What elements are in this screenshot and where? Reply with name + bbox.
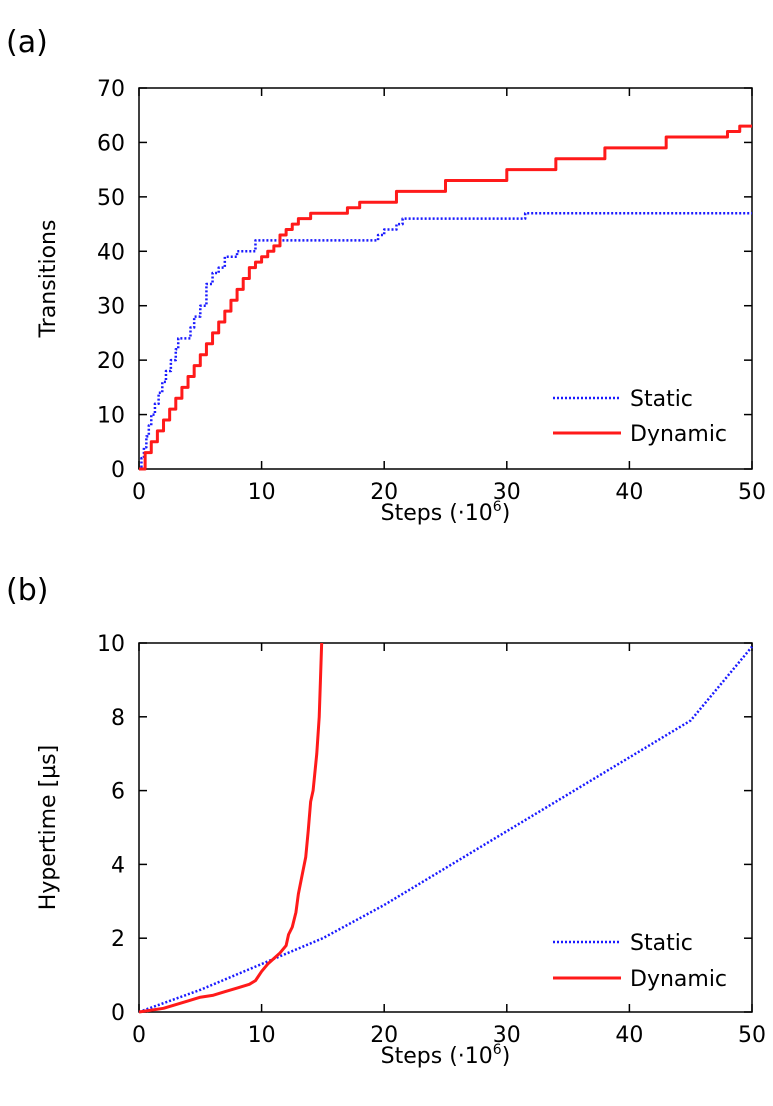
x-tick-label: 10 — [248, 1023, 276, 1048]
series-line-static — [138, 645, 753, 1014]
series-line-dynamic — [138, 642, 324, 1014]
panel-label: (b) — [6, 573, 48, 608]
x-axis-label: Steps (·106) — [381, 1042, 511, 1069]
panel-b: (b) 0 10 20 30 40 50 0 2 4 6 8 10 Steps (·106) Hyperti… — [6, 573, 766, 1069]
x-tick-label: 50 — [738, 480, 766, 505]
plot-frame — [138, 642, 753, 1013]
panel-label: (a) — [6, 25, 48, 60]
y-tick-label: 10 — [97, 632, 125, 657]
y-tick-label: 0 — [111, 458, 125, 483]
x-tick-label: 10 — [248, 480, 276, 505]
x-tick-label: 40 — [615, 480, 643, 505]
x-tick-label: 0 — [132, 480, 146, 505]
legend-label-static: Static — [630, 387, 693, 412]
y-tick-label: 4 — [111, 853, 125, 878]
y-tick-label: 60 — [97, 131, 125, 156]
legend-label-dynamic: Dynamic — [630, 967, 727, 992]
x-axis-label: Steps (·106) — [381, 499, 511, 526]
legend-label-dynamic: Dynamic — [630, 422, 727, 447]
y-tick-label: 50 — [97, 186, 125, 211]
y-tick-label: 30 — [97, 295, 125, 320]
x-tick-label: 40 — [615, 1023, 643, 1048]
x-tick-label: 20 — [370, 480, 398, 505]
series-line-static — [139, 211, 752, 471]
y-tick-label: 20 — [97, 349, 125, 374]
series-line-dynamic — [139, 124, 752, 471]
y-tick-label: 10 — [97, 404, 125, 429]
panel-a: (a) 0 10 20 30 40 50 0 10 20 30 40 50 60 70 Steps (·106… — [6, 25, 766, 526]
y-tick-label: 2 — [111, 927, 125, 952]
x-tick-label: 0 — [132, 1023, 146, 1048]
legend-label-static: Static — [630, 931, 693, 956]
y-tick-label: 0 — [111, 1001, 125, 1026]
y-tick-label: 70 — [97, 77, 125, 102]
x-tick-label: 20 — [370, 1023, 398, 1048]
y-axis-label: Transitions — [36, 220, 61, 339]
y-tick-label: 8 — [111, 706, 125, 731]
plot-frame — [138, 87, 753, 470]
x-tick-label: 30 — [493, 480, 521, 505]
x-tick-label: 50 — [738, 1023, 766, 1048]
y-tick-label: 40 — [97, 240, 125, 265]
x-tick-label: 30 — [493, 1023, 521, 1048]
y-axis-label: Hypertime [µs] — [36, 745, 61, 910]
y-tick-label: 6 — [111, 780, 125, 805]
